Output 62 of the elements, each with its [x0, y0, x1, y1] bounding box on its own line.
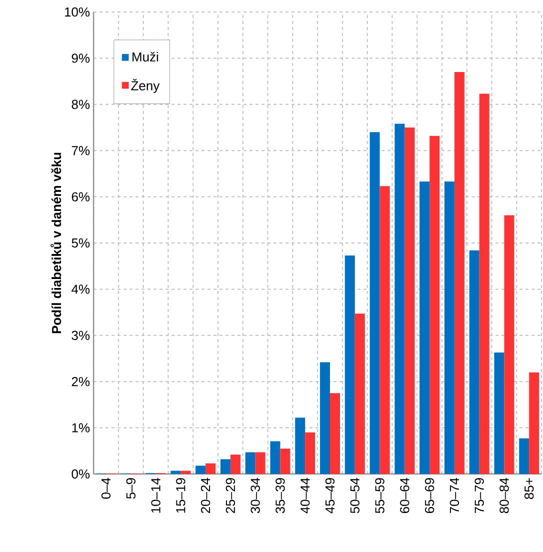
bar: [270, 441, 280, 474]
bar: [220, 459, 231, 474]
bar: [180, 470, 191, 474]
x-tick-label: 25–29: [226, 478, 236, 514]
bar: [206, 463, 216, 474]
y-axis-title: Podíl diabetiků v daném věku: [50, 152, 62, 334]
x-tick-label: 55–59: [375, 478, 385, 514]
bar: [305, 432, 316, 474]
x-tick-label: 20–24: [201, 478, 210, 514]
bar: [170, 470, 181, 474]
y-tick-label: 6%: [72, 192, 90, 202]
y-tick-label: 8%: [72, 100, 90, 109]
x-tick-label: 80–84: [500, 478, 510, 514]
bar: [454, 72, 465, 474]
bar: [444, 182, 455, 474]
bar: [345, 255, 356, 474]
bar: [380, 186, 390, 474]
x-tick-label: 15–19: [176, 478, 186, 513]
x-tick-label: 65–69: [425, 478, 434, 514]
bar: [320, 362, 330, 474]
x-tick-label: 0–4: [102, 478, 111, 499]
bar: [494, 352, 504, 474]
x-tick-label: 35–39: [276, 478, 286, 514]
x-tick-label: 75–79: [474, 478, 484, 514]
bar: [470, 250, 480, 474]
bar: [295, 418, 306, 474]
x-tick-label: 85+: [524, 478, 534, 500]
bar: [420, 182, 430, 474]
y-tick-label: 10%: [65, 7, 90, 17]
y-tick-label: 9%: [72, 54, 90, 63]
bar: [280, 448, 290, 474]
x-tick-label: 10–14: [151, 478, 161, 513]
x-tick-label: 40–44: [300, 478, 310, 514]
y-tick-label: 5%: [72, 238, 90, 248]
bar: [355, 314, 366, 474]
y-tick-label: 1%: [72, 423, 90, 432]
bar: [504, 215, 514, 474]
y-tick-label: 2%: [72, 377, 90, 386]
bar: [394, 124, 405, 474]
bar: [330, 393, 340, 474]
bar: [196, 466, 206, 474]
x-tick-label: 45–49: [326, 478, 335, 514]
y-tick-label: 3%: [72, 330, 90, 340]
y-tick-label: 0%: [72, 469, 90, 479]
bar: [404, 128, 415, 474]
bar: [370, 132, 380, 474]
bar: [529, 372, 540, 474]
x-tick-label: 50–54: [350, 478, 360, 514]
x-tick-label: 30–34: [250, 478, 260, 514]
y-tick-label: 4%: [72, 284, 90, 294]
x-tick-label: 70–74: [450, 478, 460, 514]
bar: [230, 454, 241, 474]
bar: [256, 452, 266, 474]
legend-label: Muži: [132, 52, 158, 62]
bar: [480, 94, 490, 474]
bar: [519, 438, 530, 474]
x-tick-label: 5–9: [126, 478, 136, 499]
y-tick-label: 7%: [72, 146, 90, 156]
legend-label: Ženy: [131, 78, 160, 93]
x-tick-label: 60–64: [400, 478, 410, 514]
bar: [430, 136, 440, 474]
bar: [246, 452, 256, 474]
